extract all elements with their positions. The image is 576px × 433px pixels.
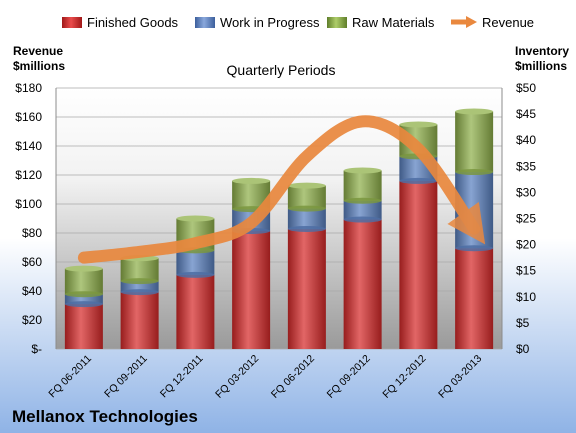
bar-segment-cap: [455, 245, 494, 252]
bar-raw-materials: [343, 170, 382, 201]
left-axis-title-line2: $millions: [13, 59, 65, 73]
bar-segment-cap: [343, 216, 382, 223]
bar-finished-goods: [287, 228, 326, 349]
right-tick-label: $0: [516, 342, 530, 356]
right-tick-label: $45: [516, 107, 536, 121]
left-tick-label: $80: [22, 226, 42, 240]
bar-finished-goods: [232, 231, 271, 349]
bar-top-cap: [64, 265, 103, 272]
legend-label-revenue: Revenue: [482, 15, 534, 30]
left-tick-label: $-: [31, 342, 42, 356]
bar-finished-goods: [343, 219, 382, 349]
bar-top-cap: [399, 121, 438, 128]
left-tick-label: $120: [15, 168, 42, 182]
legend-swatch-work-in-progress: [195, 17, 215, 28]
left-tick-label: $60: [22, 255, 42, 269]
left-tick-label: $100: [15, 197, 42, 211]
bar-segment-cap: [64, 291, 103, 298]
bar-segment-cap: [64, 301, 103, 308]
left-tick-label: $20: [22, 313, 42, 327]
bar-work-in-progress: [120, 281, 159, 293]
left-tick-label: $160: [15, 110, 42, 124]
bar-finished-goods: [455, 248, 494, 349]
bar-raw-materials: [287, 185, 326, 209]
bar-segment-cap: [455, 169, 494, 176]
bar-top-cap: [232, 177, 271, 184]
bar-segment-cap: [120, 289, 159, 296]
right-tick-label: $15: [516, 264, 536, 278]
bar-segment-cap: [287, 225, 326, 232]
inventory-bars: [64, 108, 494, 349]
bar-finished-goods: [120, 292, 159, 349]
legend-swatch-finished-goods: [62, 17, 82, 28]
right-tick-label: $5: [516, 316, 530, 330]
bar-work-in-progress: [176, 250, 215, 275]
bar-segment-cap: [343, 197, 382, 204]
legend-arrow-revenue: [466, 16, 477, 28]
bar-segment-cap: [287, 205, 326, 212]
legend-swatch-raw-materials: [327, 17, 347, 28]
bar-segment-cap: [176, 271, 215, 278]
bar-segment-cap: [399, 177, 438, 184]
bar-segment-cap: [120, 278, 159, 285]
left-axis-title-line1: Revenue: [13, 44, 63, 58]
company-name: Mellanox Technologies: [12, 407, 198, 426]
left-tick-label: $180: [15, 81, 42, 95]
right-tick-label: $25: [516, 212, 536, 226]
legend: Finished Goods Work in Progress Raw Mate…: [62, 15, 534, 30]
right-tick-label: $50: [516, 81, 536, 95]
right-tick-label: $40: [516, 133, 536, 147]
bar-raw-materials: [455, 111, 494, 173]
bar-top-cap: [287, 182, 326, 189]
right-axis-title-line2: $millions: [515, 59, 567, 73]
bar-work-in-progress: [64, 294, 103, 305]
bar-work-in-progress: [287, 208, 326, 229]
right-axis-title-line1: Inventory: [515, 44, 569, 58]
right-tick-label: $20: [516, 238, 536, 252]
left-tick-label: $40: [22, 284, 42, 298]
right-tick-label: $35: [516, 159, 536, 173]
left-tick-label: $140: [15, 139, 42, 153]
bar-raw-materials: [120, 258, 159, 282]
legend-label-finished-goods: Finished Goods: [87, 15, 179, 30]
right-axis-ticks: $0 $5 $10 $15 $20 $25 $30 $35 $40 $45 $50: [516, 81, 536, 356]
left-axis-ticks: $- $20 $40 $60 $80 $100 $120 $140 $160 $180: [15, 81, 42, 356]
bar-finished-goods: [64, 304, 103, 349]
right-tick-label: $30: [516, 185, 536, 199]
bar-top-cap: [455, 108, 494, 115]
bar-finished-goods: [399, 180, 438, 349]
bar-top-cap: [176, 215, 215, 222]
revenue-line: [77, 115, 486, 264]
bar-top-cap: [343, 167, 382, 174]
legend-label-raw-materials: Raw Materials: [352, 15, 435, 30]
legend-label-work-in-progress: Work in Progress: [220, 15, 320, 30]
bar-finished-goods: [176, 274, 215, 349]
right-tick-label: $10: [516, 290, 536, 304]
bar-work-in-progress: [343, 200, 382, 220]
bar-raw-materials: [64, 268, 103, 295]
chart-title: Quarterly Periods: [227, 62, 336, 78]
